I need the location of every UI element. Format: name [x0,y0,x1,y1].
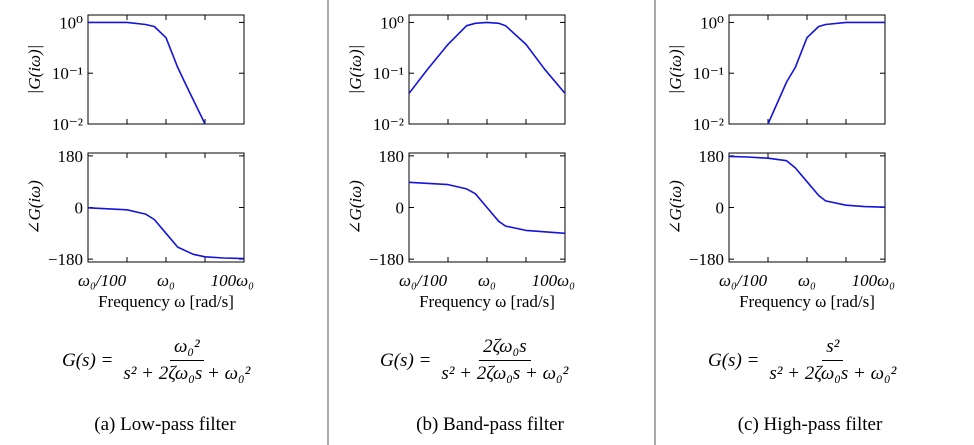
low-pass-magnitude-ytick-label: 10⁻¹ [52,64,83,83]
band-pass-phase-xtick-label: 100ω₀ [532,271,576,290]
high-pass-magnitude-ylabel: |G(iω)| [666,45,685,95]
bandpass-formula-lhs: G(s) = [380,349,432,371]
highpass-transfer-function: G(s) = s² s² + 2ζω₀s + ω₀² [708,336,900,385]
band-pass-magnitude-axes-frame [408,14,566,125]
band-pass-phase-xtick-label: ω₀/100 [399,271,448,290]
low-pass-phase-axes-frame [87,152,245,263]
band-pass-phase-xtick-label: ω₀ [478,271,496,290]
band-pass-magnitude-ytick-label: 10⁰ [380,13,404,32]
lowpass-formula-lhs: G(s) = [62,349,114,371]
low-pass-phase-xtick-label: 100ω₀ [211,271,255,290]
band-pass-phase-series-line [409,181,565,235]
low-pass-phase-ytick-label: 180 [58,147,84,166]
high-pass-phase-ytick-label: 180 [699,147,725,166]
high-pass-phase-xtick-label: 100ω₀ [852,271,896,290]
highpass-formula-numerator: s² [822,336,844,361]
high-pass-phase-xlabel: Frequency ω [rad/s] [739,292,875,311]
band-pass-magnitude-series-line [409,21,565,94]
bandpass-formula-denominator: s² + 2ζω₀s + ω₀² [441,363,569,384]
low-pass-phase-xtick-label: ω₀/100 [78,271,127,290]
bandpass-formula-numerator: 2ζω₀s [479,336,531,361]
band-pass-phase-xlabel: Frequency ω [rad/s] [419,292,555,311]
band-pass-phase-ylabel: ∠G(iω) [346,180,365,235]
caption-low-pass: (a) Low-pass filter [94,414,236,435]
lowpass-transfer-function: G(s) = ω₀² s² + 2ζω₀s + ω₀² [62,336,254,385]
highpass-formula-denominator: s² + 2ζω₀s + ω₀² [769,363,897,384]
lowpass-formula-denominator: s² + 2ζω₀s + ω₀² [123,363,251,384]
low-pass-phase-xlabel: Frequency ω [rad/s] [98,292,234,311]
band-pass-phase-ytick-label: 180 [379,147,405,166]
caption-band-pass: (b) Band-pass filter [416,414,564,435]
high-pass-phase-ytick-label: 0 [716,199,725,218]
low-pass-magnitude-series-line [88,21,206,124]
band-pass-magnitude-ytick-label: 10⁻² [373,115,404,134]
high-pass-phase-xtick-label: ω₀ [798,271,816,290]
high-pass-magnitude-ytick-label: 10⁰ [700,13,724,32]
high-pass-magnitude-series-line [767,21,885,124]
low-pass-phase-series-line [88,207,244,260]
low-pass-magnitude-axes-frame [87,14,245,125]
band-pass-magnitude-ytick-label: 10⁻¹ [373,64,404,83]
lowpass-formula-numerator: ω₀² [169,336,204,361]
low-pass-magnitude-ytick-label: 10⁻² [52,115,83,134]
bandpass-transfer-function: G(s) = 2ζω₀s s² + 2ζω₀s + ω₀² [380,336,572,385]
high-pass-phase-ytick-label: −180 [689,250,724,269]
high-pass-magnitude-axes-frame [728,14,886,125]
high-pass-magnitude-ytick-label: 10⁻² [693,115,724,134]
band-pass-magnitude-ylabel: |G(iω)| [346,45,365,95]
high-pass-phase-series-line [729,155,885,208]
low-pass-phase-ylabel: ∠G(iω) [25,180,44,235]
low-pass-magnitude-ytick-label: 10⁰ [59,13,83,32]
low-pass-magnitude-ylabel: |G(iω)| [25,45,44,95]
high-pass-magnitude-ytick-label: 10⁻¹ [693,64,724,83]
high-pass-phase-axes-frame [728,152,886,263]
caption-high-pass: (c) High-pass filter [737,414,883,435]
band-pass-phase-ytick-label: 0 [396,199,405,218]
high-pass-phase-xtick-label: ω₀/100 [719,271,768,290]
high-pass-phase-ylabel: ∠G(iω) [666,180,685,235]
low-pass-phase-xtick-label: ω₀ [157,271,175,290]
low-pass-phase-ytick-label: 0 [75,199,84,218]
low-pass-phase-ytick-label: −180 [48,250,83,269]
highpass-formula-lhs: G(s) = [708,349,760,371]
band-pass-phase-ytick-label: −180 [369,250,404,269]
